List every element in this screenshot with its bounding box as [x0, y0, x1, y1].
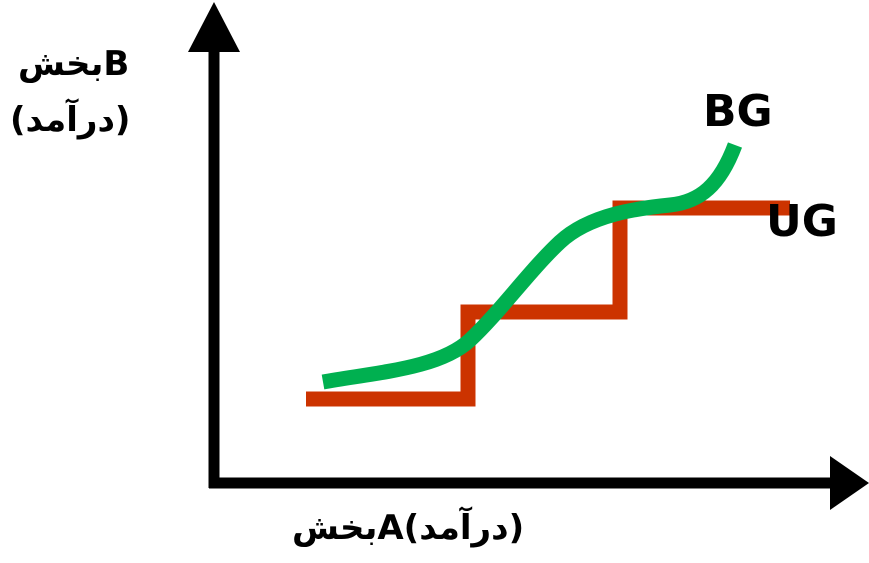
x-axis-arrowhead — [830, 456, 869, 510]
bg-curve — [321, 142, 743, 390]
y-axis-label-line1: Bبخش — [18, 44, 130, 84]
y-axis-label-line2: (درآمد) — [10, 100, 131, 140]
bg-curve-label: BG — [703, 86, 773, 137]
x-axis-label: (درآمد)Aبخش — [292, 508, 525, 548]
ug-curve-label: UG — [766, 196, 838, 247]
y-axis-arrowhead — [188, 2, 240, 52]
